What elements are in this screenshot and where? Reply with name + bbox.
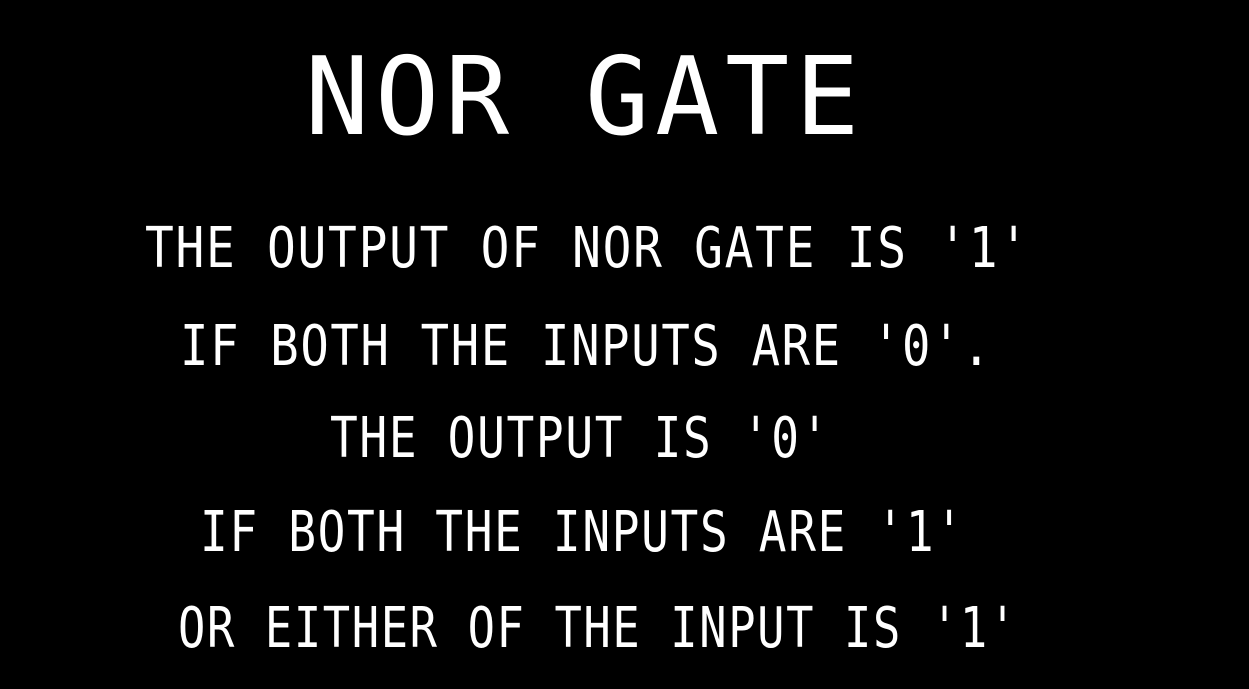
description-line-1: THE OUTPUT OF NOR GATE IS '1' bbox=[145, 216, 1030, 281]
description-line-2: IF BOTH THE INPUTS ARE '0'. bbox=[180, 314, 993, 379]
description-line-4: IF BOTH THE INPUTS ARE '1' bbox=[200, 500, 965, 565]
description-line-3: THE OUTPUT IS '0' bbox=[330, 406, 831, 471]
slide-title: NOR GATE bbox=[305, 35, 866, 160]
description-line-5: OR EITHER OF THE INPUT IS '1' bbox=[178, 596, 1018, 661]
